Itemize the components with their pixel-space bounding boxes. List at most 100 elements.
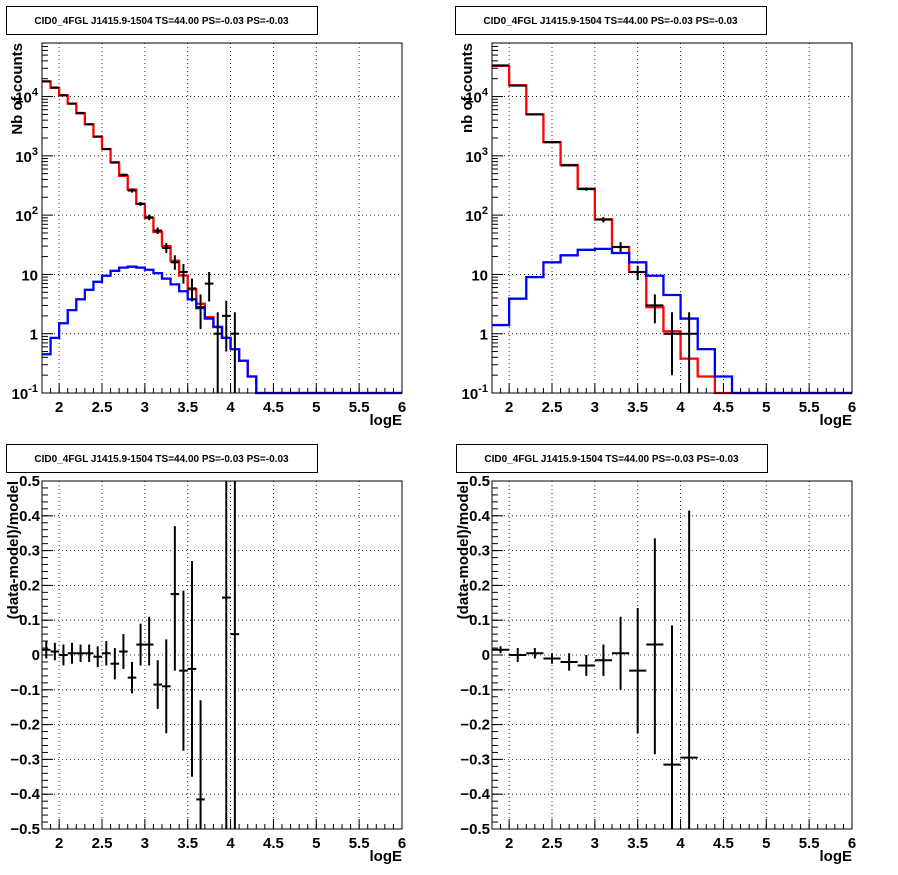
data-point <box>230 312 240 393</box>
data-point <box>646 294 664 324</box>
y-tick-label: −0.5 <box>10 821 40 838</box>
model-total-histogram <box>42 80 402 395</box>
data-point <box>110 161 120 164</box>
title-box <box>6 444 318 473</box>
x-tick-label: 3.5 <box>627 835 648 852</box>
data-point <box>84 123 94 126</box>
data-point <box>594 644 612 676</box>
y-tick-label: 0.4 <box>19 508 41 525</box>
data-point <box>59 644 68 666</box>
chart-title: CID0_4FGL J1415.9-1504 TS=44.00 PS=-0.03… <box>484 454 739 465</box>
data-point <box>492 64 510 67</box>
data-point <box>560 164 578 167</box>
data-point <box>612 242 630 252</box>
plot-frame <box>41 42 403 394</box>
y-tick-label: 0.5 <box>19 473 40 490</box>
data-point <box>93 646 102 668</box>
y-tick-label: 1 <box>30 327 38 344</box>
x-tick-label: 5 <box>312 835 320 852</box>
data-point <box>93 135 102 138</box>
x-tick-label: 6 <box>848 835 856 852</box>
y-tick-label: −0.5 <box>460 821 490 838</box>
x-tick-label: 4 <box>226 835 235 852</box>
data-point <box>680 510 698 829</box>
y-tick-label: 104 <box>15 87 39 107</box>
data-point <box>162 639 171 734</box>
plot-frame <box>41 480 403 830</box>
y-tick-label: −0.2 <box>10 717 40 734</box>
data-point <box>196 294 205 330</box>
y-tick-label: 0.4 <box>469 508 491 525</box>
x-axis-label: logE <box>820 848 853 865</box>
y-tick-label: −0.3 <box>10 751 40 768</box>
x-tick-label: 5.5 <box>349 835 370 852</box>
data-point <box>663 312 681 376</box>
data-point <box>663 625 681 829</box>
plot-frame <box>491 480 853 830</box>
x-tick-label: 5 <box>312 399 320 416</box>
data-point <box>153 660 162 709</box>
data-point <box>509 648 527 662</box>
y-axis-label: (data-model)/model <box>455 481 472 619</box>
y-tick-label: 0 <box>482 647 490 664</box>
y-tick-label: 0.3 <box>19 543 40 560</box>
x-tick-label: 2 <box>505 835 513 852</box>
x-tick-label: 3.5 <box>177 835 198 852</box>
y-tick-label: 103 <box>15 146 38 166</box>
y-tick-label: 0.2 <box>19 577 40 594</box>
y-tick-label: 10 <box>21 267 38 284</box>
plot-frame <box>491 42 853 394</box>
x-tick-label: 2.5 <box>542 835 563 852</box>
x-axis-label: logE <box>370 848 403 865</box>
data-point <box>144 616 154 666</box>
model-source-histogram <box>42 265 402 395</box>
y-tick-label: 102 <box>15 205 38 225</box>
y-tick-label: 10 <box>471 267 488 284</box>
data-point <box>629 265 647 281</box>
data-point <box>680 312 698 393</box>
data-point <box>102 148 111 151</box>
y-tick-label: 1 <box>480 327 488 344</box>
y-tick-label: 10-1 <box>12 383 38 403</box>
data-point <box>170 255 180 270</box>
y-tick-label: −0.1 <box>460 682 490 699</box>
chart-title: CID0_4FGL J1415.9-1504 TS=44.00 PS=-0.03… <box>34 454 289 465</box>
y-tick-label: 0 <box>32 647 40 664</box>
data-point <box>492 646 510 654</box>
data-point <box>136 201 145 206</box>
x-tick-label: 4 <box>226 399 235 416</box>
data-point <box>162 242 171 253</box>
y-tick-label: 0.3 <box>469 543 490 560</box>
x-tick-label: 3 <box>141 399 149 416</box>
data-point <box>50 86 60 89</box>
y-tick-label: 0.1 <box>469 612 490 629</box>
y-tick-label: −0.2 <box>460 717 490 734</box>
title-box <box>6 6 318 35</box>
x-tick-label: 2.5 <box>92 835 113 852</box>
x-tick-label: 5.5 <box>349 399 370 416</box>
y-tick-label: −0.1 <box>10 682 40 699</box>
y-tick-label: −0.3 <box>460 751 490 768</box>
data-point <box>170 526 180 671</box>
x-tick-label: 5.5 <box>799 399 820 416</box>
data-point <box>179 263 188 284</box>
data-point <box>42 641 51 659</box>
x-tick-label: 5 <box>762 399 770 416</box>
x-tick-label: 2.5 <box>542 399 563 416</box>
x-tick-label: 3.5 <box>627 399 648 416</box>
data-point <box>577 187 595 191</box>
data-point <box>509 84 527 87</box>
data-point <box>76 644 85 662</box>
data-point <box>59 94 68 97</box>
x-tick-label: 5.5 <box>799 835 820 852</box>
x-tick-label: 4 <box>676 835 685 852</box>
data-point <box>222 300 231 352</box>
data-point <box>543 141 561 144</box>
data-point <box>153 227 162 235</box>
title-box <box>455 6 767 35</box>
data-point <box>102 641 111 666</box>
data-point <box>196 700 205 829</box>
y-tick-label: −0.4 <box>460 786 490 803</box>
data-point <box>127 661 137 694</box>
